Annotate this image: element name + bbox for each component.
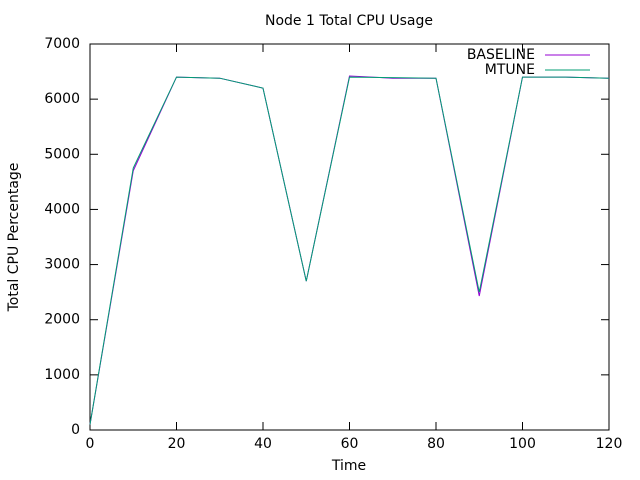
x-tick-label: 120: [596, 436, 623, 452]
legend-label: MTUNE: [485, 62, 535, 78]
data-line: [89, 76, 610, 425]
chart-title: Node 1 Total CPU Usage: [265, 13, 433, 29]
y-tick-label: 6000: [44, 91, 80, 107]
y-axis-label: Total CPU Percentage: [6, 163, 22, 313]
y-tick-label: 2000: [44, 312, 80, 328]
y-tick-label: 7000: [44, 36, 80, 52]
x-tick-label: 80: [427, 436, 445, 452]
x-axis-label: Time: [331, 458, 366, 474]
y-tick-label: 0: [71, 422, 80, 438]
x-tick-label: 20: [168, 436, 186, 452]
y-tick-label: 1000: [44, 367, 80, 383]
y-tick-label: 4000: [44, 201, 80, 217]
y-tick-label: 5000: [44, 146, 80, 162]
y-tick-label: 3000: [44, 257, 80, 273]
x-tick-label: 0: [86, 436, 95, 452]
x-tick-label: 100: [509, 436, 536, 452]
x-tick-label: 40: [254, 436, 272, 452]
x-tick-label: 60: [341, 436, 359, 452]
legend-label: BASELINE: [467, 47, 535, 63]
